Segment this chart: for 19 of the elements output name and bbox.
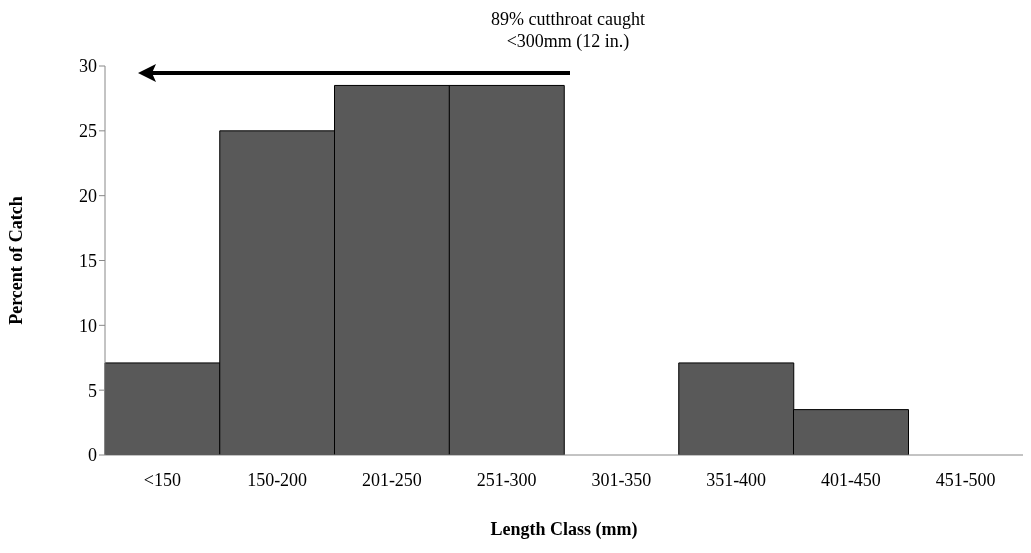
y-tick-label: 0 bbox=[88, 445, 97, 466]
y-tick-label: 5 bbox=[88, 380, 97, 401]
x-tick-label: <150 bbox=[143, 469, 181, 490]
text: 89% cutthroat caught bbox=[490, 8, 646, 30]
x-axis-title: Length Class (mm) bbox=[490, 519, 638, 540]
x-tick-label: 201-250 bbox=[361, 469, 422, 490]
y-tick-label: 30 bbox=[79, 56, 97, 77]
x-tick-label: 451-500 bbox=[935, 469, 996, 490]
x-tick-label: 401-450 bbox=[820, 469, 881, 490]
y-tick-label: 10 bbox=[79, 315, 97, 336]
y-axis-title: Percent of Catch bbox=[6, 196, 27, 325]
y-tick-label: 15 bbox=[79, 250, 97, 271]
text: <300mm (12 in.) bbox=[505, 30, 631, 52]
x-tick-label: 251-300 bbox=[476, 469, 537, 490]
x-tick-label: 150-200 bbox=[247, 469, 308, 490]
y-tick-label: 20 bbox=[79, 186, 97, 207]
y-tick-label: 25 bbox=[79, 121, 97, 142]
x-tick-label: 351-400 bbox=[706, 469, 767, 490]
x-tick-label: 301-350 bbox=[591, 469, 652, 490]
